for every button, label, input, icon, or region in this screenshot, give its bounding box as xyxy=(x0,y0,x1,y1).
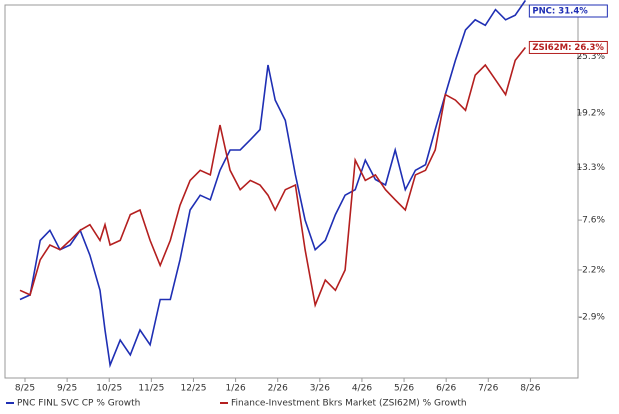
x-tick-label: 9/25 xyxy=(57,384,77,394)
x-tick-label: 6/26 xyxy=(436,384,456,394)
end-label: ZSI62M: 26.3% xyxy=(532,43,604,53)
y-tick-label: 7.6% xyxy=(582,216,605,226)
x-tick-label: 10/25 xyxy=(96,384,122,394)
x-tick-label: 4/26 xyxy=(352,384,372,394)
plot-frame xyxy=(4,4,579,379)
end-label: PNC: 31.4% xyxy=(532,7,588,17)
x-tick-label: 2/26 xyxy=(268,384,288,394)
y-tick-label: 2.2% xyxy=(582,265,605,275)
x-tick-label: 1/26 xyxy=(225,384,245,394)
x-tick-label: 8/25 xyxy=(15,384,35,394)
x-tick-label: 11/25 xyxy=(138,384,164,394)
y-tick-label: 13.3% xyxy=(576,163,605,173)
x-tick-label: 12/25 xyxy=(181,384,207,394)
series-line xyxy=(19,0,527,369)
legend-label: PNC FINL SVC CP % Growth xyxy=(17,399,140,409)
end-label-box xyxy=(528,40,608,54)
x-tick-label: 3/26 xyxy=(310,384,330,394)
y-tick-label: 25.3% xyxy=(576,52,605,62)
end-label-box xyxy=(528,4,608,18)
x-tick-label: 7/26 xyxy=(478,384,498,394)
y-tick-label: 19.2% xyxy=(576,109,605,119)
x-tick-label: 8/26 xyxy=(520,384,540,394)
y-tick-label: -2.9% xyxy=(579,313,606,323)
x-tick-label: 5/26 xyxy=(394,384,414,394)
legend-label: Finance-Investment Bkrs Market (ZSI62M) … xyxy=(231,399,467,409)
series-line xyxy=(19,47,527,308)
